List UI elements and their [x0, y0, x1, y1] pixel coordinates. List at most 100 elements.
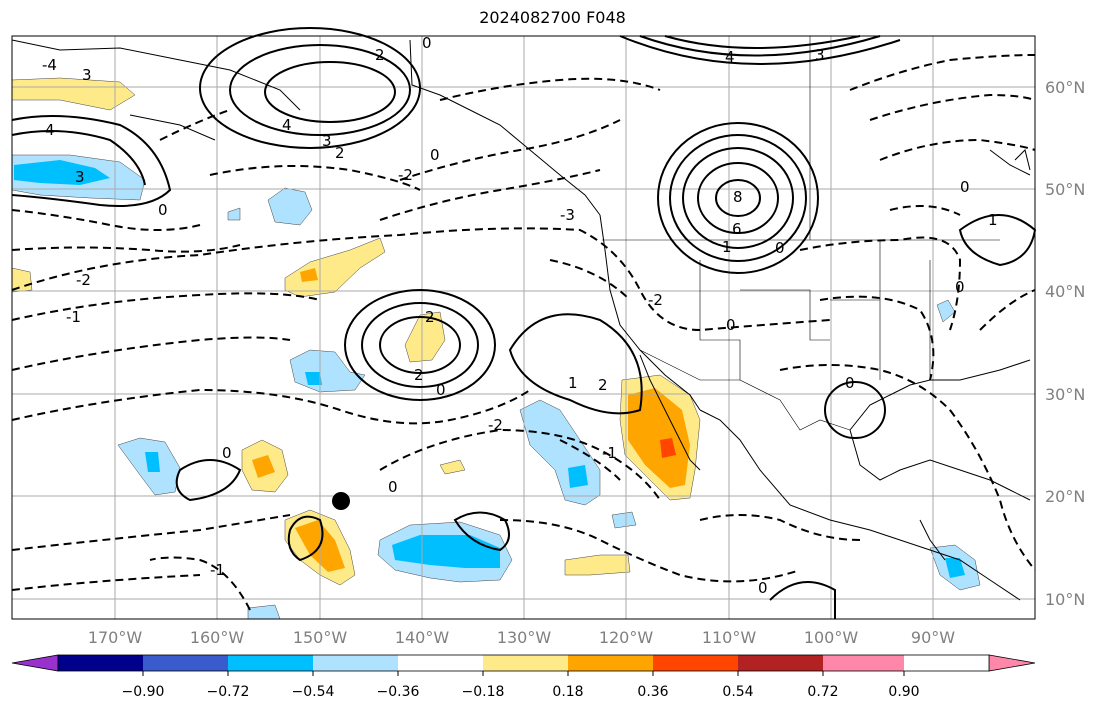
contour-label: 0 [222, 444, 232, 462]
lat-label: 20°N [1045, 487, 1085, 506]
colorbar-tick-label: −0.54 [292, 684, 335, 700]
contour-label: 0 [422, 34, 432, 52]
contour-label: 2 [425, 308, 435, 326]
lon-label: 150°W [293, 628, 348, 647]
colorbar-max-extension [988, 654, 1036, 672]
contour-label: -2 [398, 166, 413, 184]
map-title: 2024082700 F048 [479, 8, 626, 27]
map-frame [11, 35, 1036, 620]
lat-label: 30°N [1045, 385, 1085, 404]
anomaly-negative [611, 511, 637, 529]
colorbar-tick-label: 0.72 [807, 684, 838, 700]
colorbar-segment [483, 655, 568, 671]
contour-label: -1 [602, 444, 617, 462]
contour-label: 0 [436, 381, 446, 399]
contours-negative [11, 54, 1036, 611]
colorbar-tick-label: 0.18 [552, 684, 583, 700]
anomaly-negative-strong [945, 558, 965, 578]
anomaly-positive [564, 554, 631, 576]
contour-label: 0 [758, 579, 768, 597]
anomaly-positive [284, 237, 386, 298]
contour-label: -1 [210, 561, 225, 579]
contour-label: 2 [375, 46, 385, 64]
contour-label: 1 [722, 238, 732, 256]
contours-positive [11, 27, 1037, 619]
contour-label: 0 [960, 178, 970, 196]
contour-label: 0 [845, 374, 855, 392]
lon-label: 160°W [190, 628, 245, 647]
contour-label: 2 [414, 366, 424, 384]
anomaly-negative-strong [568, 465, 588, 488]
contour-label: 4 [282, 116, 292, 134]
colorbar-segment [58, 655, 143, 671]
coastlines [11, 39, 1031, 601]
lon-label: 100°W [804, 628, 859, 647]
lon-label: 170°W [88, 628, 143, 647]
contour-label: -2 [648, 291, 663, 309]
contour-label: 0 [775, 239, 785, 257]
colorbar: −0.90 −0.72 −0.54 −0.36 −0.18 0.18 0.36 … [11, 654, 1036, 700]
contour-label: 0 [726, 316, 736, 334]
contour-label: 3 [815, 46, 825, 64]
anomaly-negative-strong [392, 535, 500, 568]
anomaly-negative [227, 207, 241, 221]
colorbar-tick-label: −0.72 [207, 684, 250, 700]
colorbar-segment [568, 655, 653, 671]
lat-labels: 60°N 50°N 40°N 30°N 20°N 10°N [1045, 78, 1085, 609]
lat-label: 50°N [1045, 180, 1085, 199]
colorbar-tick-label: 0.54 [722, 684, 753, 700]
anomaly-negative-strong [305, 372, 322, 385]
shaded-anomalies [11, 77, 981, 620]
colorbar-segment [398, 655, 483, 671]
anomaly-positive-strong [628, 388, 690, 488]
contour-label: 3 [322, 132, 332, 150]
lat-label: 40°N [1045, 282, 1085, 301]
colorbar-segment [653, 655, 738, 671]
anomaly-negative-strong [145, 452, 160, 472]
colorbar-tick-label: 0.90 [888, 684, 919, 700]
lon-label: 90°W [911, 628, 955, 647]
contour-label: 0 [388, 478, 398, 496]
anomaly-negative [267, 187, 313, 226]
colorbar-tick-label: −0.36 [377, 684, 420, 700]
colorbar-segment [823, 655, 908, 671]
lon-label: 110°W [702, 628, 757, 647]
colorbar-ticks [142, 671, 905, 676]
colorbar-segment [738, 655, 823, 671]
colorbar-min-extension [11, 654, 59, 672]
colorbar-tick-label: 0.36 [637, 684, 668, 700]
political-borders [602, 36, 1000, 431]
contour-label: 4 [45, 121, 55, 139]
contour-label: -1 [66, 308, 81, 326]
anomaly-positive [439, 459, 466, 475]
graticule [12, 36, 1035, 619]
contour-label: 3 [75, 168, 85, 186]
lon-label: 130°W [497, 628, 552, 647]
contour-label: 8 [733, 188, 743, 206]
lon-label: 140°W [395, 628, 450, 647]
colorbar-segment [143, 655, 228, 671]
contour-label: 0 [158, 201, 168, 219]
contour-label: -3 [560, 206, 575, 224]
colorbar-outline [57, 654, 990, 672]
contour-label: -4 [42, 56, 57, 74]
colorbar-tick-label: −0.18 [462, 684, 505, 700]
anomaly-positive [404, 311, 446, 363]
contour-label: 1 [988, 211, 998, 229]
anomaly-positive-strong [252, 455, 275, 478]
contour-label: -2 [488, 416, 503, 434]
contour-label: 2 [335, 144, 345, 162]
contour-label: -2 [76, 271, 91, 289]
lon-label: 120°W [599, 628, 654, 647]
contour-label: 0 [955, 278, 965, 296]
lat-label: 60°N [1045, 78, 1085, 97]
anomaly-positive [11, 77, 136, 111]
contour-labels: 8 6 1 2 2 1 0 0 -2 -3 -2 0 -1 -2 0 0 0 -… [42, 34, 998, 597]
colorbar-segment [313, 655, 398, 671]
colorbar-segment [904, 655, 989, 671]
colorbar-segment [228, 655, 313, 671]
colorbar-tick-label: −0.90 [122, 684, 165, 700]
anomaly-negative-strong [14, 160, 110, 185]
contour-label: 1 [568, 374, 578, 392]
